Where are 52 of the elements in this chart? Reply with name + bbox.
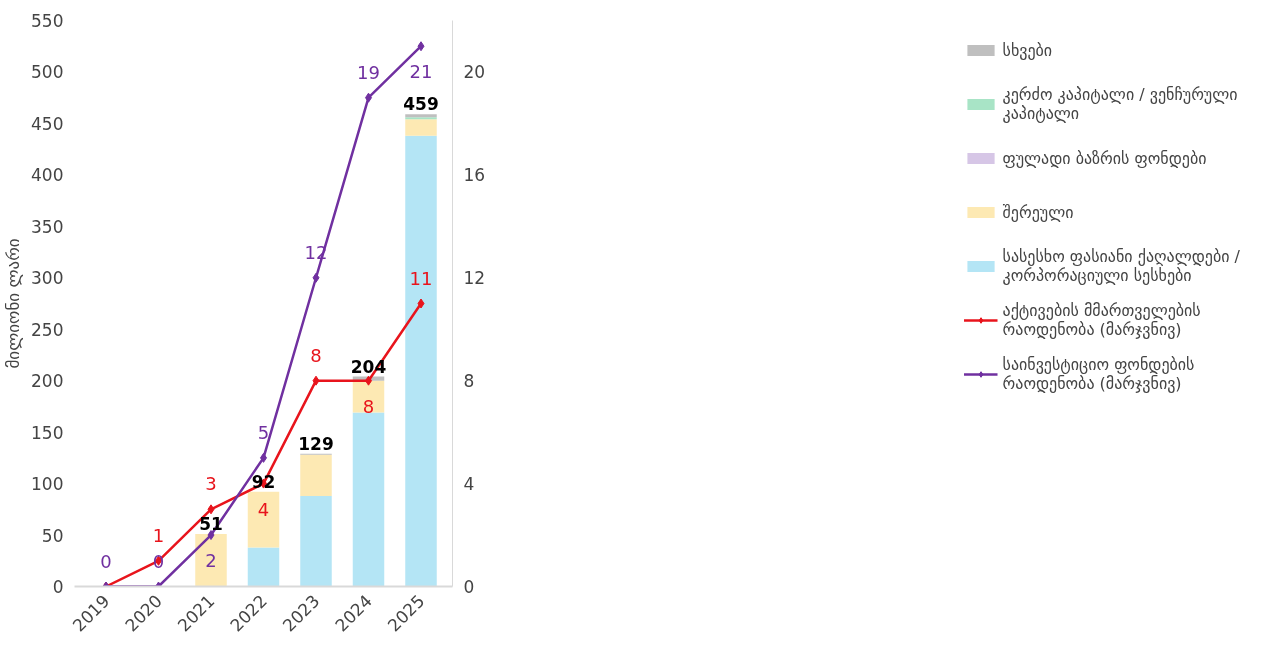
y-tick-label: 500 [31,62,64,83]
bar [300,454,332,496]
y-tick-label: 250 [31,319,64,340]
total-label: 459 [403,94,439,115]
y-tick-label: 150 [31,422,64,443]
data-label: 8 [310,344,322,366]
y-tick-label: 200 [31,371,64,392]
bar [247,491,280,548]
data-label: 19 [357,61,380,83]
y-tick-label: 450 [31,113,64,134]
data-label: 1 [152,524,165,546]
point [312,272,320,283]
legend-label: სასესხო ფასიანი ქაღალდები / კორპორაციული სესხები [1002,246,1240,286]
y-tick-label: 0 [52,577,64,597]
data-label: 0 [100,550,112,572]
y-tick-label: 100 [31,474,64,495]
y2-tick-label: 4 [463,474,475,495]
point [417,41,425,52]
y2-tick-label: 20 [463,62,486,83]
total-label: 129 [298,433,334,454]
legend-label: აქტივების მმართველების რაოდენობა (მარჯვნივ) [1002,300,1201,340]
y2-tick-label: 0 [463,577,475,597]
y2-tick-label: 8 [463,371,475,392]
bar [352,412,385,587]
data-label: 4 [257,498,270,520]
bar [247,547,280,587]
bar [300,495,332,587]
bar [405,135,437,587]
data-label: 11 [409,267,433,289]
legend-label: სხვები [1002,39,1053,62]
y-tick-label: 300 [31,268,64,289]
legend-label: საინვესტიციო ფონდების რაოდენობა (მარჯვნივ) [1002,354,1195,394]
data-label: 3 [205,473,217,495]
legend-label: შერეული [1002,201,1074,224]
point [312,375,320,386]
data-label: 8 [362,395,375,417]
data-label: 2 [205,550,217,572]
point [417,298,425,309]
y-tick-label: 50 [41,525,64,546]
bar [405,119,437,136]
bar [195,534,227,587]
point [207,504,215,515]
y-tick-label: 350 [31,216,64,237]
data-label: 21 [409,61,433,83]
y-tick-label: 400 [31,165,64,186]
y-tick-label: 550 [31,11,64,31]
data-label: 5 [257,421,270,443]
y-axis-title: მილიონი ლარი [3,238,24,369]
y2-tick-label: 16 [463,165,486,186]
legend-label: კერძო კაპიტალი / ვენჩურული კაპიტალი [1002,84,1238,124]
legend-label: ფულადი ბაზრის ფონდები [1002,147,1207,170]
y2-tick-label: 12 [463,268,486,289]
